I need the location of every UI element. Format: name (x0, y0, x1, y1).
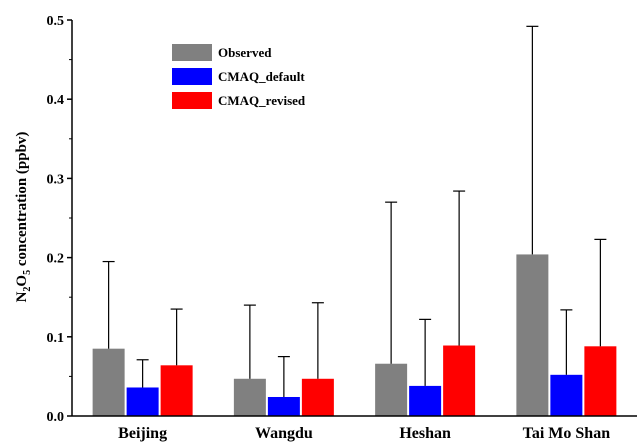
bar (516, 254, 549, 416)
y-tick-label: 0.2 (47, 252, 65, 267)
legend-label: Observed (218, 45, 272, 60)
bar (375, 363, 408, 416)
error-bars-layer (102, 25, 607, 397)
y-axis-label: N2O5 concentration (ppbv) (14, 132, 33, 303)
legend-swatch (172, 68, 212, 85)
y-tick-label: 0.5 (47, 14, 65, 29)
y-tick-label: 0.4 (47, 93, 65, 108)
legend-label: CMAQ_revised (218, 93, 306, 108)
bar (160, 365, 193, 416)
y-tick-label: 0.0 (47, 410, 65, 425)
bars-layer (92, 254, 617, 416)
x-tick-label: Beijing (118, 425, 167, 442)
legend-swatch (172, 44, 212, 61)
x-tick-label: Wangdu (255, 425, 313, 442)
x-tick-label: Heshan (399, 425, 451, 442)
legend: Observed CMAQ_default CMAQ_revised (172, 44, 306, 109)
bar (92, 348, 125, 416)
bar (267, 396, 300, 416)
x-tick-label: Tai Mo Shan (523, 425, 611, 442)
legend-label: CMAQ_default (218, 69, 305, 84)
bar (443, 345, 476, 416)
bar (126, 387, 159, 416)
bar (233, 378, 266, 416)
axes-layer: 0.0 0.1 0.2 0.3 0.4 0.5 Beijing Wangdu Heshan Tai… (47, 14, 637, 442)
bar (584, 346, 617, 416)
y-tick-label: 0.1 (47, 331, 65, 346)
y-tick-label: 0.3 (47, 172, 65, 187)
legend-swatch (172, 92, 212, 109)
bar (301, 378, 334, 416)
bar (550, 374, 583, 416)
bar (409, 385, 442, 416)
